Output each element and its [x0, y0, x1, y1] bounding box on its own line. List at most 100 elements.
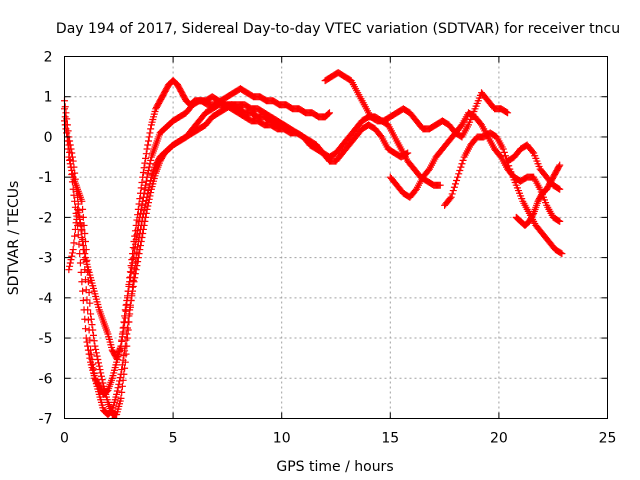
data-point: [90, 337, 98, 345]
data-point: [95, 362, 103, 370]
data-point: [144, 187, 152, 195]
data-point: [128, 290, 136, 298]
data-point: [557, 249, 565, 257]
data-point: [146, 129, 154, 137]
data-point: [124, 326, 132, 334]
data-point: [89, 365, 97, 373]
data-point: [79, 297, 87, 305]
data-point: [141, 203, 149, 211]
data-point: [453, 177, 461, 185]
data-point: [499, 145, 507, 153]
data-point: [504, 109, 512, 117]
data-point: [61, 113, 69, 121]
data-point: [279, 120, 287, 128]
data-point: [125, 318, 133, 326]
data-point: [143, 145, 151, 153]
data-point: [78, 197, 86, 205]
data-point: [114, 384, 122, 392]
y-tick-label: 0: [44, 130, 53, 146]
y-tick-label: -5: [39, 331, 53, 347]
data-point: [116, 377, 124, 385]
data-point: [450, 183, 458, 191]
series-track: [504, 141, 564, 193]
data-point: [144, 170, 152, 178]
data-point: [147, 125, 155, 133]
data-point: [69, 246, 77, 254]
data-point: [129, 276, 137, 284]
data-point: [501, 152, 509, 160]
data-point: [83, 256, 91, 264]
data-point: [529, 148, 537, 156]
x-tick-label: 5: [169, 431, 178, 447]
data-point: [325, 109, 333, 117]
data-point: [138, 217, 146, 225]
data-point: [123, 334, 131, 342]
data-point: [65, 266, 73, 274]
data-point: [449, 187, 457, 195]
data-point: [84, 278, 92, 286]
y-tick-label: 1: [44, 90, 53, 106]
data-point: [96, 366, 104, 374]
data-point: [86, 336, 94, 344]
data-point: [147, 177, 155, 185]
data-point: [447, 193, 455, 201]
data-point: [503, 108, 511, 116]
data-point: [77, 268, 85, 276]
data-point: [446, 195, 454, 203]
data-point: [126, 303, 134, 311]
y-tick-label: -4: [39, 291, 53, 307]
y-axis-label: SDTVAR / TECUs: [6, 181, 22, 296]
data-point: [126, 310, 134, 318]
data-point: [500, 148, 508, 156]
data-point: [92, 349, 100, 357]
data-point: [129, 283, 137, 291]
data-point: [146, 160, 154, 168]
data-point: [113, 387, 121, 395]
data-point: [75, 212, 83, 220]
data-point: [134, 243, 142, 251]
data-point: [74, 209, 82, 217]
data-point: [141, 159, 149, 167]
data-point: [448, 190, 456, 198]
data-point: [121, 319, 129, 327]
data-point: [145, 133, 153, 141]
data-point: [121, 347, 129, 355]
data-point: [65, 153, 73, 161]
data-point: [76, 259, 84, 267]
data-point: [62, 109, 70, 117]
data-point: [68, 249, 76, 257]
data-point: [87, 315, 95, 323]
data-point: [63, 137, 71, 145]
y-tick-label: -2: [39, 210, 53, 226]
data-point: [119, 376, 127, 384]
plot-frame: [64, 56, 608, 419]
data-point: [115, 380, 123, 388]
data-point: [459, 156, 467, 164]
data-point: [118, 382, 126, 390]
data-point: [91, 342, 99, 350]
series-track: [61, 93, 444, 398]
data-point: [142, 200, 150, 208]
data-point: [555, 185, 563, 193]
data-point: [92, 345, 100, 353]
data-point: [87, 351, 95, 359]
series-track: [441, 129, 566, 258]
data-point: [67, 163, 75, 171]
data-point: [84, 342, 92, 350]
data-point: [81, 238, 89, 246]
data-point: [529, 211, 537, 219]
data-point: [64, 145, 72, 153]
data-point: [555, 162, 563, 170]
data-point: [133, 248, 141, 256]
x-tick-label: 15: [381, 431, 399, 447]
data-point: [68, 166, 76, 174]
data-point: [137, 184, 145, 192]
data-point: [82, 334, 90, 342]
y-tick-label: -7: [39, 412, 53, 428]
data-point: [122, 350, 130, 358]
data-point: [142, 181, 150, 189]
data-point: [120, 370, 128, 378]
data-point: [143, 193, 151, 201]
data-point: [94, 356, 102, 364]
